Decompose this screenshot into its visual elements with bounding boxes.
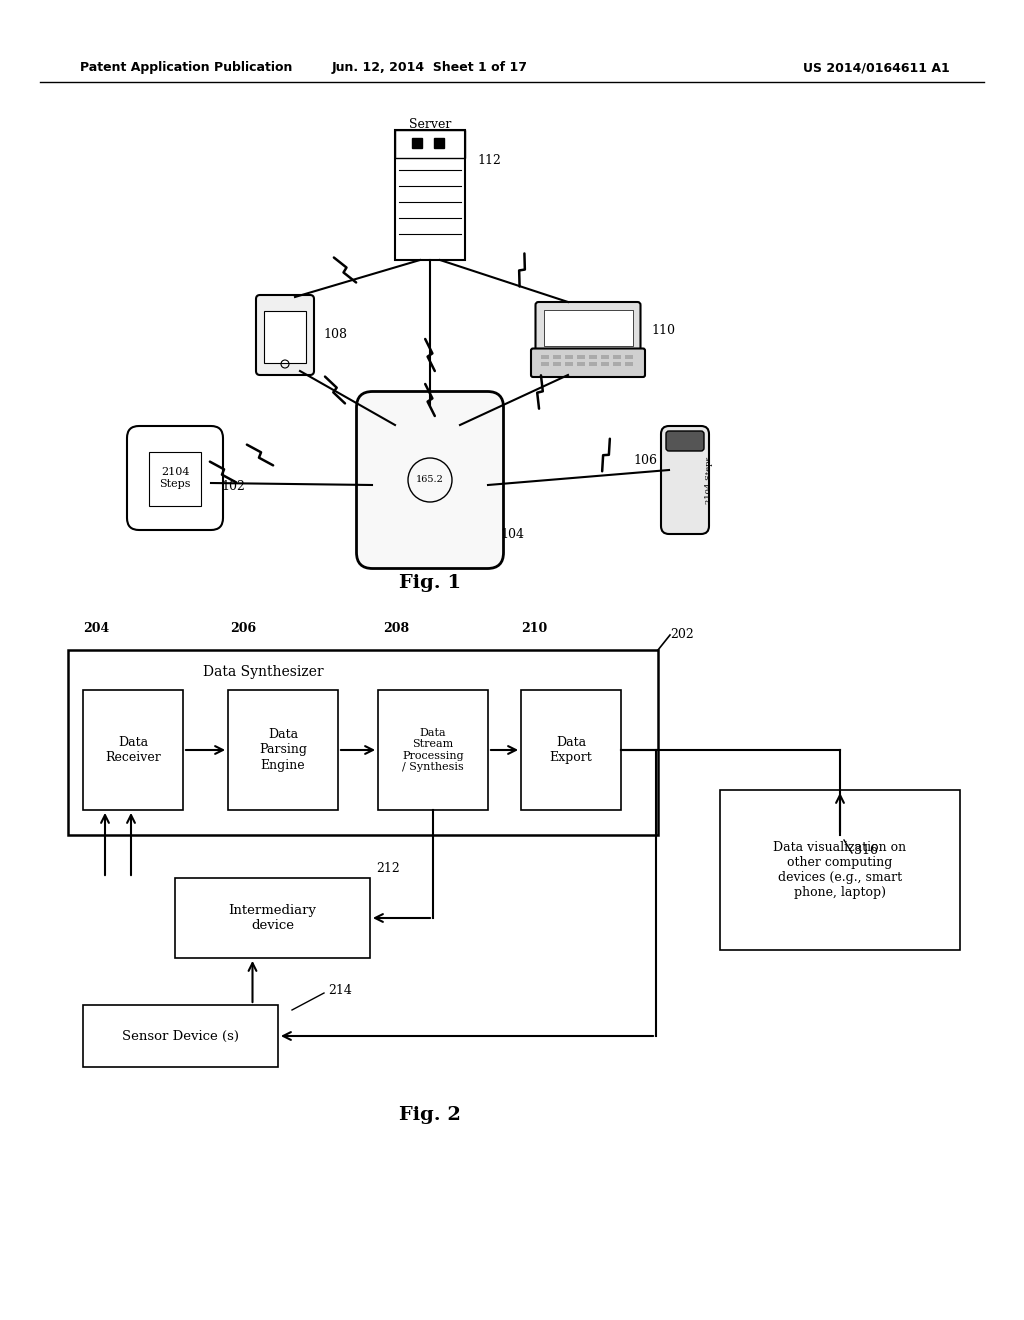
Bar: [565, 355, 573, 359]
FancyBboxPatch shape: [356, 392, 504, 569]
Bar: [434, 139, 444, 148]
Text: 210: 210: [521, 622, 547, 635]
Bar: [150, 451, 201, 506]
Bar: [601, 362, 609, 366]
Text: Data
Parsing
Engine: Data Parsing Engine: [259, 729, 307, 771]
FancyBboxPatch shape: [666, 432, 705, 451]
FancyBboxPatch shape: [536, 302, 640, 354]
Text: 2104
Steps: 2104 Steps: [160, 467, 190, 488]
Bar: [541, 355, 549, 359]
Text: Server: Server: [409, 119, 452, 132]
Bar: [228, 690, 338, 810]
Bar: [577, 355, 585, 359]
Bar: [83, 690, 183, 810]
Text: 106: 106: [633, 454, 657, 466]
Bar: [589, 355, 597, 359]
Text: 110: 110: [651, 323, 675, 337]
Bar: [565, 362, 573, 366]
Text: Fig. 1: Fig. 1: [399, 574, 461, 591]
Text: 206: 206: [230, 622, 256, 635]
Text: 212: 212: [376, 862, 399, 874]
Bar: [395, 129, 465, 158]
Text: Fig. 2: Fig. 2: [399, 1106, 461, 1125]
Bar: [83, 1005, 278, 1067]
Text: 204: 204: [83, 622, 110, 635]
Bar: [625, 362, 633, 366]
Text: 316: 316: [854, 843, 878, 857]
Bar: [553, 355, 561, 359]
Bar: [625, 355, 633, 359]
Bar: [577, 362, 585, 366]
Text: 102: 102: [221, 479, 245, 492]
Text: Data
Stream
Processing
/ Synthesis: Data Stream Processing / Synthesis: [402, 727, 464, 772]
Text: Data visualization on
other computing
devices (e.g., smart
phone, laptop): Data visualization on other computing de…: [773, 841, 906, 899]
Text: 165.2: 165.2: [416, 475, 444, 484]
Bar: [541, 362, 549, 366]
Bar: [412, 139, 422, 148]
Bar: [720, 789, 961, 950]
Text: 108: 108: [323, 329, 347, 342]
Text: 104: 104: [500, 528, 524, 541]
Bar: [264, 312, 306, 363]
FancyBboxPatch shape: [662, 426, 709, 535]
Text: 112: 112: [477, 153, 501, 166]
Bar: [395, 129, 465, 260]
Text: Data
Export: Data Export: [550, 737, 592, 764]
Text: 208: 208: [383, 622, 410, 635]
Text: US 2014/0164611 A1: US 2014/0164611 A1: [803, 62, 950, 74]
Bar: [589, 362, 597, 366]
Bar: [175, 878, 370, 958]
Text: Sensor Device (s): Sensor Device (s): [122, 1030, 239, 1043]
Text: 214: 214: [328, 983, 352, 997]
Bar: [553, 362, 561, 366]
Bar: [601, 355, 609, 359]
Text: Jun. 12, 2014  Sheet 1 of 17: Jun. 12, 2014 Sheet 1 of 17: [332, 62, 528, 74]
FancyBboxPatch shape: [256, 294, 314, 375]
FancyBboxPatch shape: [531, 348, 645, 378]
Text: Data Synthesizer: Data Synthesizer: [203, 665, 324, 678]
Bar: [521, 690, 621, 810]
Text: 202: 202: [670, 628, 693, 642]
Text: Data
Receiver: Data Receiver: [105, 737, 161, 764]
Bar: [378, 690, 488, 810]
Bar: [613, 355, 621, 359]
FancyBboxPatch shape: [127, 426, 223, 531]
Bar: [544, 310, 633, 346]
Text: 2104 Steps: 2104 Steps: [705, 457, 713, 504]
Bar: [613, 362, 621, 366]
Text: Intermediary
device: Intermediary device: [228, 904, 316, 932]
Bar: [68, 649, 658, 836]
Text: Patent Application Publication: Patent Application Publication: [80, 62, 293, 74]
